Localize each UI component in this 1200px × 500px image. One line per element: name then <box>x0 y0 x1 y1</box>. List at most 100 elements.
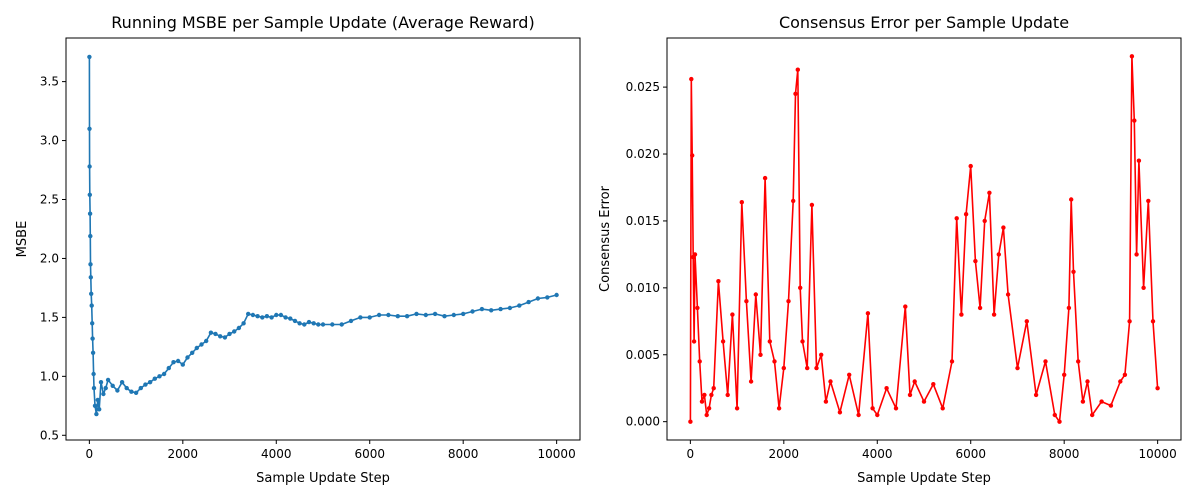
data-point <box>893 406 899 411</box>
data-point <box>1085 379 1090 384</box>
data-point <box>376 312 382 318</box>
x-tick-label: 10000 <box>1139 447 1177 461</box>
y-tick-label: 0.005 <box>626 348 660 362</box>
data-point <box>297 321 302 326</box>
y-tick-label: 0.020 <box>626 147 660 161</box>
data-point <box>791 198 796 204</box>
y-tick-label: 1.5 <box>40 310 59 324</box>
data-point <box>795 67 800 72</box>
data-point <box>554 292 559 298</box>
data-point <box>1005 292 1011 297</box>
data-point <box>706 406 712 411</box>
data-point <box>246 311 251 317</box>
x-tick-label: 2000 <box>168 447 199 461</box>
data-point <box>386 312 391 318</box>
chart-title: Consensus Error per Sample Update <box>779 13 1069 32</box>
data-point <box>1052 412 1058 418</box>
x-tick-label: 2000 <box>769 447 800 461</box>
msbe-plot-frame <box>65 37 581 441</box>
x-axis-label: Sample Update Step <box>857 471 991 486</box>
data-point <box>166 365 171 371</box>
data-point <box>691 339 697 344</box>
data-point <box>320 322 326 327</box>
data-point <box>143 382 148 387</box>
data-point <box>1136 158 1142 163</box>
data-point <box>837 410 843 415</box>
data-point <box>1071 269 1076 274</box>
data-point <box>1122 372 1128 377</box>
data-point <box>1118 379 1123 384</box>
data-point <box>793 91 798 97</box>
data-point <box>1080 399 1086 404</box>
data-point <box>767 339 772 344</box>
data-point <box>1127 319 1132 324</box>
data-point <box>194 345 199 351</box>
data-point <box>489 308 494 313</box>
data-point <box>115 388 120 393</box>
data-point <box>907 392 913 398</box>
data-point <box>89 303 94 308</box>
data-point <box>330 322 335 327</box>
data-point <box>762 175 768 181</box>
data-point <box>940 406 945 411</box>
data-point <box>730 312 735 317</box>
data-point <box>1043 359 1048 364</box>
data-point <box>856 412 861 418</box>
data-point <box>758 352 763 357</box>
data-point <box>931 382 936 387</box>
data-point <box>91 385 97 391</box>
data-point <box>283 315 288 320</box>
data-point <box>470 309 475 314</box>
data-point <box>1015 365 1020 371</box>
data-point <box>479 306 485 312</box>
data-point <box>227 331 232 337</box>
data-point <box>823 399 829 404</box>
data-point <box>204 338 209 344</box>
data-point <box>432 311 438 317</box>
data-point <box>199 342 204 347</box>
data-point <box>991 312 997 317</box>
data-point <box>1155 386 1160 391</box>
consensus-error-series <box>688 54 1160 424</box>
data-point <box>1132 118 1137 123</box>
data-point <box>776 406 782 411</box>
data-point <box>1066 305 1072 311</box>
data-point <box>92 403 98 408</box>
y-tick-label: 0.5 <box>40 428 59 442</box>
data-point <box>236 325 242 331</box>
data-point <box>1062 372 1067 377</box>
x-tick-label: 6000 <box>354 447 385 461</box>
data-point <box>269 315 274 320</box>
x-tick-label: 0 <box>687 447 695 461</box>
data-point <box>241 321 246 326</box>
data-point <box>699 399 705 404</box>
data-point <box>180 362 185 367</box>
data-point <box>968 163 973 169</box>
data-point <box>1141 285 1146 290</box>
data-point <box>977 305 983 311</box>
data-point <box>90 350 96 355</box>
data-point <box>171 360 176 365</box>
data-point <box>88 275 94 280</box>
data-point <box>138 385 143 391</box>
data-point <box>692 252 698 257</box>
data-point <box>185 355 190 360</box>
data-point <box>734 406 740 411</box>
data-point <box>819 352 824 357</box>
data-point <box>274 312 279 318</box>
data-point <box>709 392 714 398</box>
data-point <box>133 390 139 395</box>
data-point <box>250 312 256 318</box>
data-point <box>451 312 456 318</box>
data-point <box>97 407 102 412</box>
data-point <box>507 305 513 311</box>
y-tick-label: 0.025 <box>626 80 660 94</box>
data-point <box>222 335 228 340</box>
data-point <box>87 211 93 216</box>
data-point <box>147 380 153 385</box>
data-point <box>739 200 744 205</box>
data-point <box>98 380 104 385</box>
data-point <box>1150 319 1156 324</box>
data-point <box>1146 198 1151 204</box>
